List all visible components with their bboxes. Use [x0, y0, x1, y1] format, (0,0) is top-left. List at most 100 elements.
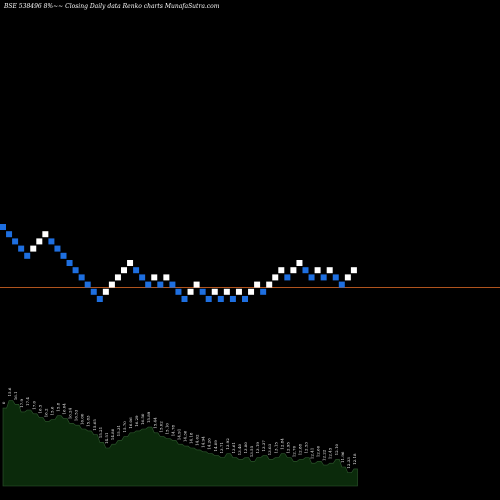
- renko-brick-down: [72, 267, 79, 274]
- volume-label: 16.29: [134, 415, 139, 427]
- renko-brick-up: [314, 267, 321, 274]
- chart-title: BSE 538496 8%~~ Closing Daily data Renko…: [3, 3, 220, 10]
- volume-label: 0: [1, 401, 6, 404]
- volume-label: 15.6: [7, 387, 12, 396]
- volume-label: 14.91: [176, 429, 181, 440]
- volume-label: 13.37: [261, 440, 266, 452]
- renko-brick-up: [42, 231, 49, 238]
- volume-label: 15.6: [49, 406, 54, 415]
- renko-brick-up: [102, 288, 109, 295]
- renko-brick-up: [121, 267, 127, 274]
- renko-brick-down: [169, 281, 176, 288]
- volume-panel: 015.6 16.117.9 17.4 17.0 16.5 16.2 15.6 15.8 16.…: [1, 387, 358, 487]
- renko-brick-up: [211, 288, 218, 295]
- volume-label: 12.45: [328, 447, 333, 459]
- volume-label: 14.94: [201, 436, 206, 448]
- volume-label: 15.70: [122, 421, 127, 433]
- volume-label: 16.00: [80, 413, 85, 425]
- volume-label: 12.66: [316, 445, 321, 457]
- renko-bricks: [0, 224, 357, 302]
- renko-brick-down: [320, 274, 327, 281]
- renko-brick-up: [254, 281, 261, 288]
- volume-label: 12.33: [346, 457, 351, 469]
- volume-label: 16.06: [128, 417, 133, 429]
- renko-brick-up: [223, 288, 230, 295]
- renko-brick-down: [242, 296, 248, 302]
- renko-brick-down: [229, 296, 236, 302]
- renko-brick-up: [163, 274, 170, 281]
- renko-brick-up: [344, 274, 351, 281]
- volume-label: 17.4: [25, 397, 30, 406]
- renko-brick-down: [175, 288, 182, 295]
- renko-brick-down: [90, 288, 97, 295]
- volume-label: 16.24: [68, 407, 73, 419]
- renko-brick-down: [308, 274, 315, 281]
- renko-brick-up: [266, 281, 273, 288]
- volume-label: 14.62: [195, 434, 200, 446]
- volume-label: 15.10: [164, 423, 169, 435]
- renko-brick-down: [12, 238, 19, 245]
- renko-brick-up: [290, 267, 297, 274]
- volume-label: 12.41: [310, 448, 315, 459]
- renko-brick-down: [54, 245, 61, 252]
- volume-label: 12.70: [291, 445, 296, 457]
- renko-brick-down: [205, 296, 212, 302]
- volume-label: 12.18: [352, 453, 357, 465]
- volume-label: 16.04: [62, 403, 67, 415]
- renko-brick-down: [260, 288, 267, 295]
- renko-brick-up: [108, 281, 115, 288]
- renko-brick-down: [139, 274, 146, 281]
- volume-label: 15.21: [98, 427, 103, 438]
- volume-label: 15.44: [152, 417, 157, 429]
- volume-label: 14.51: [104, 433, 109, 444]
- renko-brick-down: [145, 281, 152, 288]
- volume-label: 16.1: [13, 391, 18, 400]
- renko-brick-down: [332, 274, 339, 281]
- volume-label: 14.36: [183, 430, 188, 442]
- renko-brick-down: [84, 281, 91, 288]
- volume-label: 14.09: [213, 440, 218, 452]
- volume-label: 17.9: [19, 399, 24, 408]
- renko-brick-up: [30, 245, 37, 252]
- volume-label: 16.2: [43, 408, 48, 417]
- volume-label: 14.26: [207, 438, 212, 450]
- volume-label: 12.84: [279, 438, 284, 450]
- volume-label: 15.31: [116, 425, 121, 436]
- renko-brick-down: [66, 260, 73, 266]
- renko-brick-down: [157, 281, 164, 288]
- renko-brick-up: [151, 274, 158, 281]
- volume-area: [2, 400, 358, 487]
- volume-label: 16.53: [74, 409, 79, 421]
- renko-brick-down: [133, 267, 140, 274]
- volume-label: 13.19: [255, 442, 260, 454]
- renko-brick-down: [18, 245, 25, 252]
- volume-label: 14.78: [170, 424, 175, 436]
- volume-label: 15.89: [146, 411, 151, 423]
- volume-label: 14.18: [189, 432, 194, 444]
- renko-brick-up: [296, 260, 303, 266]
- volume-label: 13.15: [273, 442, 278, 454]
- renko-brick-up: [114, 274, 121, 281]
- volume-label: 15.02: [158, 421, 163, 433]
- renko-brick-down: [0, 224, 6, 230]
- renko-brick-down: [6, 231, 13, 238]
- renko-brick-down: [181, 296, 188, 302]
- volume-label: 13.55: [249, 445, 254, 457]
- renko-brick-up: [127, 260, 134, 266]
- volume-label: 13.92: [225, 438, 230, 450]
- volume-label: 17.0: [31, 400, 36, 409]
- renko-brick-down: [78, 274, 85, 281]
- renko-brick-up: [36, 238, 43, 245]
- renko-brick-up: [187, 288, 194, 295]
- volume-label: 12.53: [304, 442, 309, 454]
- volume-label: 13.03: [267, 443, 272, 455]
- renko-brick-down: [338, 281, 345, 288]
- volume-label: 12.88: [297, 443, 302, 455]
- renko-brick-up: [272, 274, 279, 281]
- renko-brick-down: [24, 252, 31, 259]
- volume-label: 13.40: [237, 443, 242, 455]
- renko-brick-up: [326, 267, 333, 274]
- volume-label: 15.83: [86, 415, 91, 427]
- volume-label: 12.95: [285, 442, 290, 454]
- volume-label: 15.8: [55, 402, 60, 411]
